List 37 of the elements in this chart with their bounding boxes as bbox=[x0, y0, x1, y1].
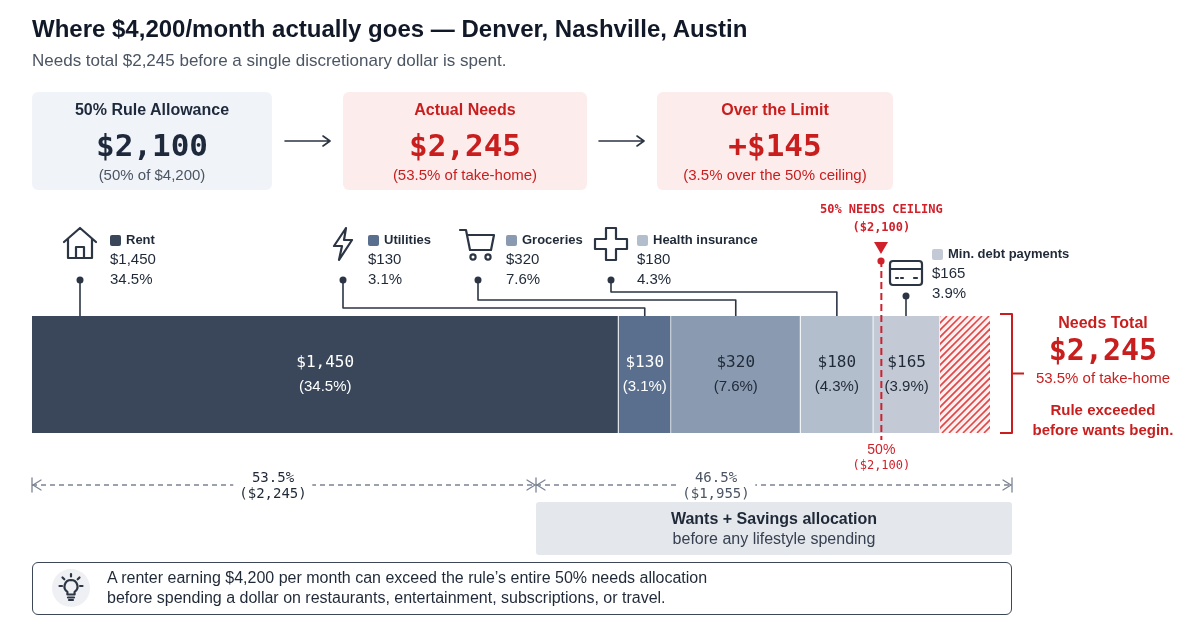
text: $2,100 bbox=[96, 127, 208, 163]
legend-label: Groceries bbox=[522, 231, 583, 249]
text: $1,450 34.5% bbox=[110, 249, 156, 289]
text: $180 4.3% bbox=[637, 249, 672, 289]
legend-label: Rent bbox=[126, 231, 155, 249]
text: $2,245 bbox=[409, 127, 521, 163]
legend-label: Health insurance bbox=[653, 231, 758, 249]
text: Over the Limit bbox=[721, 100, 829, 120]
data-label: $1,450 (34.5%) bbox=[296, 351, 355, 394]
data-label: $130 (3.1%) bbox=[622, 351, 667, 394]
text: Wants + Savings allocation bbox=[670, 509, 878, 529]
text: 53.5% ($2,245) bbox=[233, 469, 313, 501]
text: $130 3.1% bbox=[368, 249, 403, 289]
text: (50% of $4,200) bbox=[98, 165, 206, 185]
chart-title: Where $4,200/month actually goes — Denver, Nashville, Austin bbox=[32, 15, 748, 43]
text: (3.5% over the 50% ceiling) bbox=[683, 165, 867, 185]
text: Actual Needs bbox=[414, 100, 516, 120]
text: $320 7.6% bbox=[506, 249, 541, 289]
data-label: $320 (7.6%) bbox=[713, 351, 758, 394]
text: before any lifestyle spending bbox=[672, 529, 876, 549]
legend-label: Utilities bbox=[384, 231, 431, 249]
text: 46.5% ($1,955) bbox=[676, 469, 756, 501]
data-label: $165 (3.9%) bbox=[884, 351, 929, 394]
text: (53.5% of take-home) bbox=[392, 165, 538, 185]
text: +$145 bbox=[728, 127, 822, 163]
chart-subtitle: Needs total $2,245 before a single discretionary dollar is spent. bbox=[32, 51, 507, 71]
text: $165 3.9% bbox=[932, 263, 967, 303]
text: A renter earning $4,200 per month can exceed the rule’s entire 50% needs allocation before spending a dollar on restaurants, entertainment, subscriptions, or travel. bbox=[107, 568, 708, 608]
ref-line-label: 50% NEEDS CEILING ($2,100) bbox=[819, 202, 943, 235]
text: $2,245 bbox=[1048, 332, 1158, 368]
text: 53.5% of take-home bbox=[1035, 368, 1171, 388]
text: Rule exceeded before wants begin. bbox=[1032, 400, 1174, 440]
data-label: $180 (4.3%) bbox=[814, 351, 859, 394]
legend-label: Min. debt payments bbox=[948, 245, 1070, 263]
text: Needs Total bbox=[1058, 313, 1148, 333]
text: 50% Rule Allowance bbox=[74, 100, 230, 120]
text: 50% ($2,100) bbox=[852, 440, 911, 473]
